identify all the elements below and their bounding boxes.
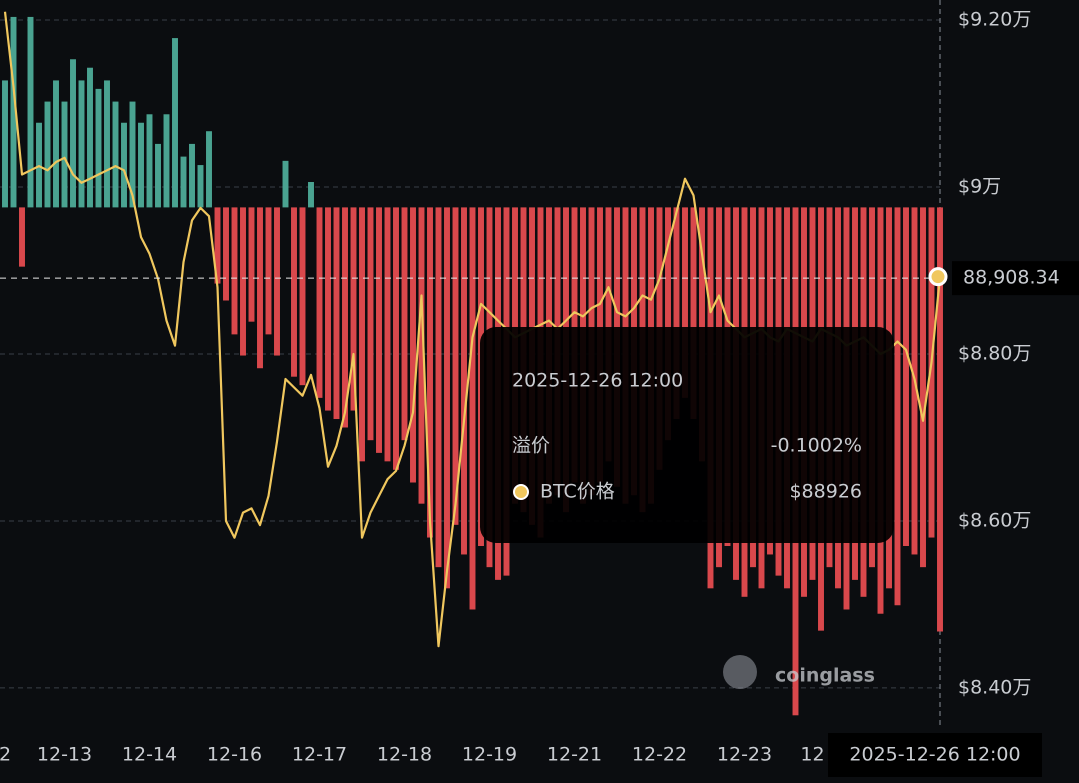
- premium-bar: [61, 101, 68, 208]
- premium-bar: [2, 80, 8, 208]
- y-tick-label: $8.60万: [958, 509, 1031, 531]
- premium-bar: [10, 16, 17, 208]
- premium-bar: [248, 207, 255, 322]
- premium-bar: [673, 207, 680, 420]
- premium-bar: [359, 207, 365, 462]
- premium-bar: [401, 207, 408, 441]
- premium-bar: [78, 80, 85, 208]
- premium-bar: [265, 207, 272, 335]
- premium-bar: [129, 101, 136, 208]
- premium-bar: [903, 207, 909, 546]
- x-tick-label: 12-17: [292, 744, 347, 766]
- premium-bar: [19, 207, 25, 267]
- crosshair-time-box: [828, 733, 1042, 777]
- premium-bar: [240, 207, 246, 356]
- premium-bar: [172, 38, 178, 208]
- premium-bar: [928, 207, 935, 538]
- x-tick-label: 2: [0, 744, 11, 766]
- x-tick-label: 12-13: [37, 744, 92, 766]
- premium-bar: [333, 207, 340, 420]
- current-price-label: 88,908.34: [963, 267, 1060, 289]
- y-tick-label: $8.40万: [958, 676, 1031, 698]
- x-tick-label: 12-23: [717, 744, 772, 766]
- premium-bar: [27, 16, 34, 208]
- premium-bar: [70, 59, 76, 208]
- premium-bar: [469, 207, 476, 610]
- tooltip-box: [480, 327, 894, 543]
- tooltip-premium-name: 溢价: [512, 435, 550, 457]
- watermark-logo: [723, 655, 757, 689]
- premium-bar: [146, 114, 153, 208]
- premium-bar: [104, 80, 110, 208]
- x-tick-label: 12-21: [547, 744, 602, 766]
- premium-bar: [223, 207, 229, 301]
- premium-bar: [95, 88, 102, 208]
- premium-bar: [274, 207, 280, 356]
- price-dot: [928, 267, 948, 287]
- premium-bar: [180, 156, 187, 208]
- x-tick-label: 12: [800, 744, 824, 766]
- tooltip-title: 2025-12-26 12:00: [512, 370, 683, 392]
- tooltip-price-name: BTC价格: [540, 481, 615, 503]
- premium-bar: [418, 207, 425, 504]
- premium-bar: [384, 207, 391, 462]
- watermark: coinglass: [775, 665, 875, 687]
- premium-bar: [282, 160, 289, 208]
- premium-bar: [452, 207, 459, 525]
- premium-bar: [367, 207, 374, 441]
- premium-bar: [665, 207, 671, 441]
- premium-bar: [316, 207, 323, 398]
- premium-bar: [197, 165, 204, 208]
- premium-bar: [257, 207, 263, 369]
- premium-bar: [87, 67, 93, 208]
- tooltip-price-value: $88926: [789, 481, 862, 503]
- tooltip-premium-value: -0.1002%: [771, 435, 862, 457]
- premium-bar: [393, 207, 399, 470]
- premium-bar: [308, 182, 314, 208]
- premium-bar: [112, 101, 119, 208]
- premium-bar: [427, 207, 433, 538]
- current-price-box: [952, 261, 1079, 296]
- premium-bar: [163, 114, 170, 208]
- x-tick-label: 12-14: [122, 744, 177, 766]
- y-tick-label: $8.80万: [958, 342, 1031, 364]
- premium-bar: [410, 207, 416, 483]
- premium-bar: [690, 207, 697, 420]
- premium-bar: [937, 207, 943, 632]
- premium-bar: [53, 80, 59, 208]
- premium-bar: [325, 207, 331, 411]
- premium-bar: [189, 143, 195, 208]
- x-tick-label: 12-16: [207, 744, 262, 766]
- premium-bar: [444, 207, 450, 589]
- crosshair-time: 2025-12-26 12:00: [849, 744, 1020, 766]
- x-tick-label: 12-18: [377, 744, 432, 766]
- premium-bar: [138, 122, 144, 208]
- premium-bar: [206, 131, 212, 208]
- premium-bar: [435, 207, 442, 568]
- premium-bar: [350, 207, 357, 411]
- premium-bar: [682, 207, 688, 398]
- y-tick-label: $9万: [958, 176, 1001, 198]
- x-tick-label: 12-22: [632, 744, 687, 766]
- tooltip-price-dot: [513, 484, 529, 500]
- premium-bar: [44, 101, 51, 208]
- y-tick-label: $9.20万: [958, 9, 1031, 31]
- premium-bar: [461, 207, 467, 555]
- premium-bar: [920, 207, 926, 568]
- premium-bar: [121, 122, 127, 208]
- premium-bar: [291, 207, 297, 377]
- premium-bar: [214, 207, 221, 284]
- premium-bar: [299, 207, 306, 386]
- premium-bar: [155, 143, 161, 208]
- x-tick-label: 12-19: [462, 744, 517, 766]
- premium-bar: [376, 207, 382, 453]
- premium-bar: [342, 207, 348, 428]
- premium-bar: [231, 207, 238, 335]
- premium-bar: [894, 207, 901, 606]
